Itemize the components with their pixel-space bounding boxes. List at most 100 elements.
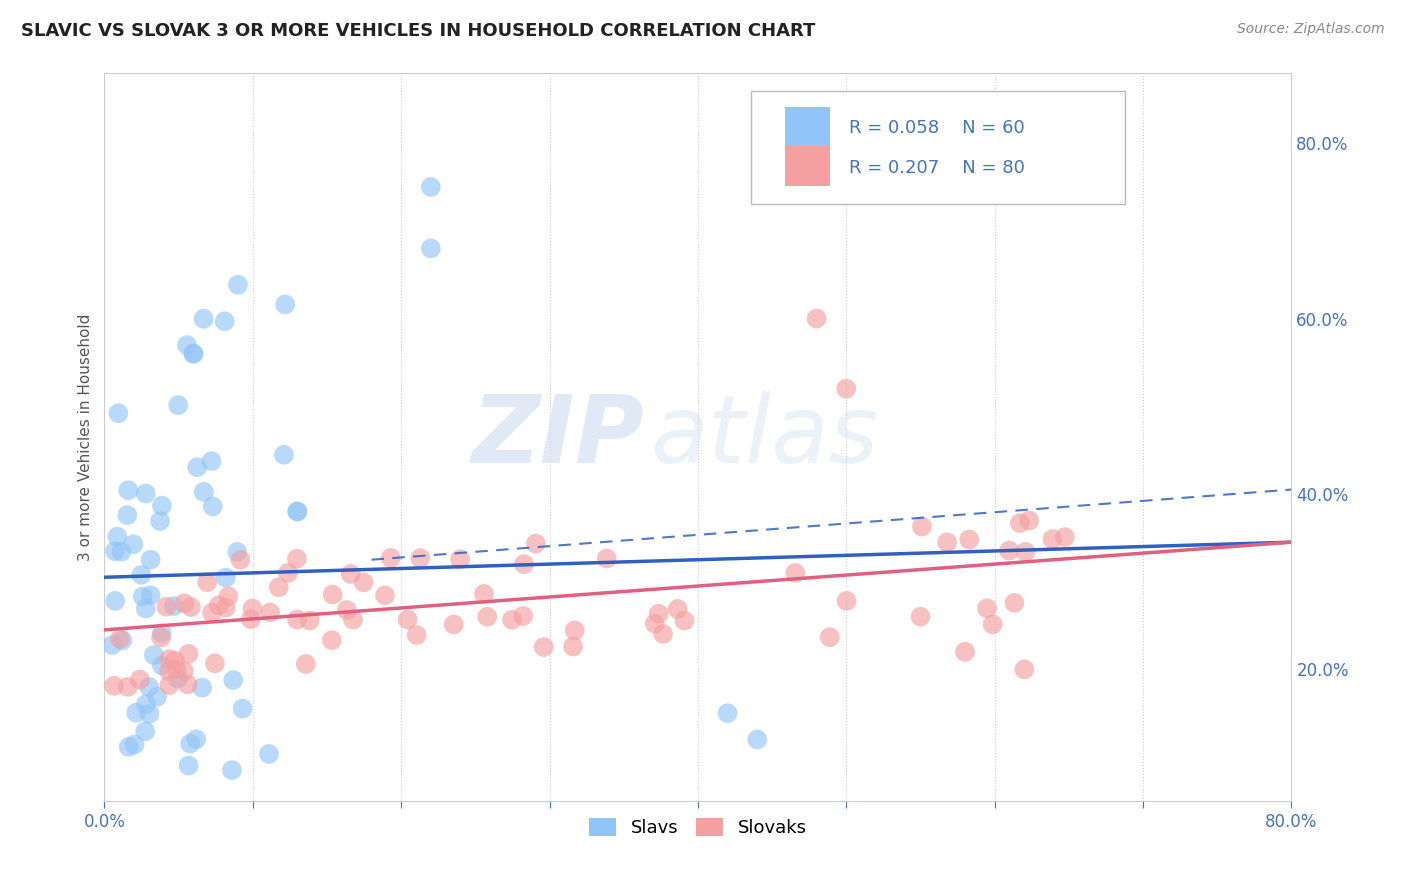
Point — [204, 657, 226, 671]
Point — [226, 277, 249, 292]
Point — [104, 544, 127, 558]
Point — [101, 638, 124, 652]
Text: SLAVIC VS SLOVAK 3 OR MORE VEHICLES IN HOUSEHOLD CORRELATION CHART: SLAVIC VS SLOVAK 3 OR MORE VEHICLES IN H… — [21, 22, 815, 40]
Point — [806, 311, 828, 326]
Text: R = 0.058    N = 60: R = 0.058 N = 60 — [849, 120, 1025, 137]
Point — [149, 514, 172, 528]
Y-axis label: 3 or more Vehicles in Household: 3 or more Vehicles in Household — [79, 313, 93, 561]
Point — [652, 627, 675, 641]
Point — [193, 484, 215, 499]
Point — [105, 530, 128, 544]
Point — [103, 679, 125, 693]
Point — [177, 677, 200, 691]
Point — [785, 566, 807, 580]
Point — [117, 508, 139, 522]
Point — [167, 672, 190, 686]
Point — [524, 536, 547, 550]
Point — [117, 680, 139, 694]
Point — [673, 614, 696, 628]
Point — [142, 648, 165, 662]
Point — [648, 607, 671, 621]
Point — [336, 603, 359, 617]
Point — [716, 706, 738, 721]
Point — [267, 580, 290, 594]
Point — [179, 737, 201, 751]
Point — [1018, 514, 1040, 528]
Point — [1014, 545, 1036, 559]
Point — [226, 545, 249, 559]
Point — [107, 406, 129, 420]
Point — [183, 346, 205, 360]
Point — [666, 602, 689, 616]
Point — [138, 680, 160, 694]
Point — [177, 758, 200, 772]
Point — [1042, 532, 1064, 546]
FancyBboxPatch shape — [751, 91, 1125, 204]
Point — [157, 678, 180, 692]
Point — [835, 594, 858, 608]
Point — [976, 601, 998, 615]
Point — [257, 747, 280, 761]
Point — [193, 311, 215, 326]
Point — [207, 599, 229, 613]
Point — [242, 601, 264, 615]
Point — [150, 499, 173, 513]
Point — [239, 612, 262, 626]
Point — [644, 616, 666, 631]
Bar — [785, 107, 830, 147]
Point — [167, 398, 190, 412]
Legend: Slavs, Slovaks: Slavs, Slovaks — [582, 811, 814, 844]
Point — [163, 599, 186, 613]
Point — [195, 575, 218, 590]
Point — [1004, 596, 1026, 610]
Point — [176, 338, 198, 352]
Point — [835, 382, 858, 396]
Point — [217, 590, 239, 604]
Text: Source: ZipAtlas.com: Source: ZipAtlas.com — [1237, 22, 1385, 37]
Point — [1014, 662, 1036, 676]
Point — [342, 613, 364, 627]
Point — [936, 535, 959, 549]
Point — [125, 706, 148, 720]
Point — [201, 500, 224, 514]
Point — [117, 483, 139, 498]
Point — [477, 610, 499, 624]
Point — [285, 504, 308, 518]
Point — [180, 600, 202, 615]
Point — [449, 552, 471, 566]
Point — [380, 550, 402, 565]
Point — [396, 612, 419, 626]
Point — [596, 551, 619, 566]
Point — [200, 454, 222, 468]
Point — [135, 697, 157, 711]
Point — [201, 606, 224, 620]
Point — [957, 533, 980, 547]
Point — [910, 609, 932, 624]
Point — [104, 594, 127, 608]
Point — [419, 180, 441, 194]
Point — [221, 763, 243, 777]
Point — [138, 706, 160, 721]
Point — [163, 654, 186, 668]
Point — [259, 606, 281, 620]
Point — [409, 551, 432, 566]
Point — [122, 537, 145, 551]
Point — [513, 557, 536, 571]
Point — [1008, 516, 1031, 530]
Point — [501, 613, 523, 627]
Point — [419, 241, 441, 255]
Point — [911, 519, 934, 533]
Point — [135, 601, 157, 615]
Point — [998, 543, 1021, 558]
Point — [298, 614, 321, 628]
Point — [222, 673, 245, 687]
Bar — [785, 145, 830, 186]
Point — [353, 575, 375, 590]
Point — [132, 590, 155, 604]
Point — [177, 647, 200, 661]
Point — [157, 652, 180, 666]
Point — [472, 587, 495, 601]
Point — [953, 645, 976, 659]
Text: R = 0.207    N = 80: R = 0.207 N = 80 — [849, 159, 1025, 177]
Point — [135, 486, 157, 500]
